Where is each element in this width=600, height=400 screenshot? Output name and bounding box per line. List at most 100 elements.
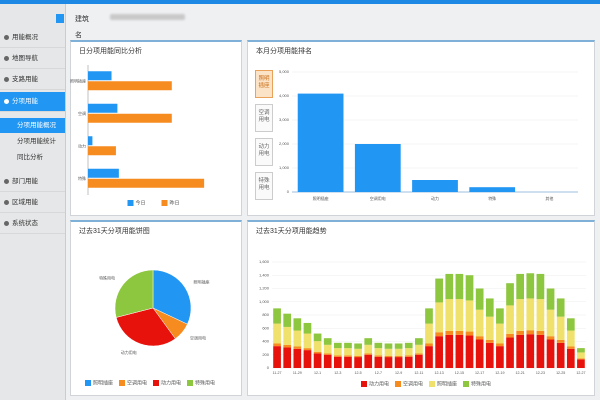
panel-title: 日分项用能同比分析	[79, 48, 142, 55]
legend-label: 昨日	[170, 199, 180, 206]
bar-segment	[293, 348, 302, 368]
bar-segment	[455, 299, 464, 331]
y-tick-label: 动力	[78, 142, 86, 148]
legend-swatch	[127, 200, 134, 206]
bar-segment	[435, 332, 443, 337]
bar-segment	[273, 346, 281, 368]
legend-swatch	[395, 381, 401, 387]
bar-segment	[496, 323, 504, 344]
bar-segment	[556, 298, 565, 317]
bar-segment	[374, 355, 383, 357]
bar-segment	[333, 348, 342, 356]
nav-subitem[interactable]: 分项用能统计	[0, 134, 65, 149]
bar-segment	[394, 357, 403, 368]
bar-segment	[577, 359, 585, 368]
nav-item[interactable]: 区域用能	[0, 193, 65, 213]
nav-subitem[interactable]: 同比分析	[0, 150, 65, 165]
bar-segment	[313, 341, 322, 352]
legend-label: 空调用电	[127, 379, 147, 386]
bar-segment	[384, 343, 393, 349]
item-button[interactable]: 特殊用电	[255, 172, 273, 200]
nav-item[interactable]: 地图导航	[0, 49, 65, 69]
bar-segment	[485, 298, 494, 317]
bar-segment	[404, 342, 413, 349]
nav-item[interactable]: 部门用能	[0, 172, 65, 192]
item-button[interactable]: 空调用电	[255, 104, 273, 132]
bar-segment	[404, 348, 413, 356]
bar-segment	[526, 273, 535, 299]
bar-segment	[364, 338, 373, 345]
nav-subitem[interactable]: 分项用能概况	[0, 118, 65, 133]
slice-label: 动力用电	[121, 349, 137, 355]
bar-segment	[425, 308, 433, 324]
y-tick-label: 4,000	[279, 93, 290, 98]
nav-item[interactable]: 分项用能	[0, 92, 65, 112]
y-tick-label: 1,400	[259, 272, 270, 277]
legend-label: 特殊用电	[195, 379, 215, 386]
bar-segment	[425, 346, 433, 368]
x-tick-label: 12-1	[314, 371, 321, 375]
x-tick-label: 11-27	[273, 371, 282, 375]
legend-swatch	[463, 381, 469, 387]
bar-segment	[546, 309, 555, 337]
bar	[88, 113, 172, 123]
bar-segment	[323, 353, 332, 355]
legend-swatch	[161, 200, 168, 206]
bar-segment	[516, 334, 525, 368]
bar-segment	[374, 348, 383, 356]
bar-segment	[536, 299, 545, 331]
legend-swatch	[85, 380, 91, 386]
bar-segment	[577, 348, 585, 353]
bar-segment	[485, 342, 494, 368]
bar-segment	[496, 346, 504, 368]
menu-toggle[interactable]	[56, 14, 64, 23]
x-tick-label: 空调用电	[370, 195, 386, 201]
bar-segment	[475, 336, 484, 340]
bar-segment	[425, 323, 433, 344]
bar-segment	[485, 316, 494, 340]
x-tick-label: 动力	[431, 195, 439, 201]
bar-segment	[415, 344, 423, 354]
pie-slice	[152, 269, 192, 325]
nav-label: 系统状态	[12, 220, 38, 227]
bar-segment	[435, 336, 443, 368]
y-tick-label: 照明插座	[70, 77, 86, 83]
x-tick-label: 特殊	[488, 195, 496, 201]
item-button[interactable]: 动力用电	[255, 138, 273, 166]
y-tick-label: 2,000	[279, 141, 290, 146]
bar-segment	[323, 338, 332, 345]
bar-segment	[354, 355, 362, 358]
bar-segment	[577, 358, 585, 360]
item-button[interactable]: 照明插座	[255, 70, 273, 98]
bar-segment	[384, 348, 393, 356]
y-tick-label: 5,000	[279, 69, 290, 74]
bar-segment	[445, 299, 454, 331]
nav-item[interactable]: 用能概况	[0, 28, 65, 48]
x-tick-label: 11-29	[293, 371, 302, 375]
bar-segment	[526, 330, 535, 335]
nav-label: 部门用能	[12, 178, 38, 185]
nav-item[interactable]: 支路用能	[0, 70, 65, 90]
nav-label: 用能概况	[12, 34, 38, 41]
slice-label: 空调用电	[190, 335, 206, 341]
blurred-name	[110, 14, 185, 20]
bar-segment	[526, 298, 535, 331]
x-tick-label: 12-21	[516, 371, 525, 375]
nav-item[interactable]: 系统状态	[0, 214, 65, 234]
y-tick-label: 1,000	[259, 299, 270, 304]
legend-label: 照明插座	[93, 379, 113, 386]
legend-swatch	[153, 380, 159, 386]
nav-label: 同比分析	[17, 154, 43, 161]
bar	[88, 81, 172, 91]
bar-segment	[506, 305, 514, 334]
bar-segment	[577, 352, 585, 359]
bar-segment	[546, 336, 555, 340]
bar-segment	[394, 348, 403, 356]
bar-segment	[475, 309, 484, 337]
y-tick-label: 0	[287, 189, 290, 194]
y-tick-label: 3,000	[279, 117, 290, 122]
y-tick-label: 空调	[78, 110, 86, 116]
sidebar: 用能概况 地图导航 支路用能 分项用能 分项用能概况 分项用能统计 同比分析 部…	[0, 4, 66, 400]
bar-segment	[435, 278, 443, 303]
